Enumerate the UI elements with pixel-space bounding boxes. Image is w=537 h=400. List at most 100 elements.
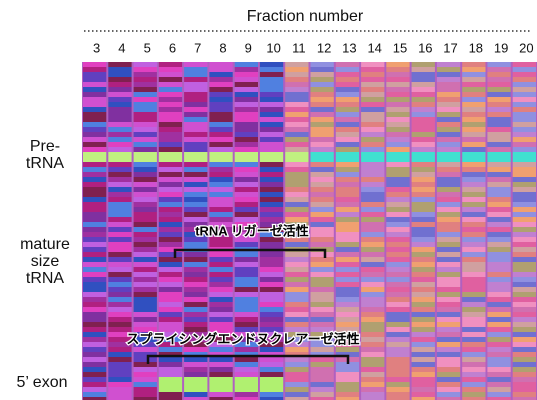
gel-stripe bbox=[285, 152, 308, 157]
gel-stripe bbox=[487, 242, 510, 247]
gel-stripe bbox=[386, 357, 409, 362]
gel-stripe bbox=[209, 252, 232, 257]
gel-stripe bbox=[159, 107, 182, 112]
gel-stripe bbox=[386, 257, 409, 262]
gel-stripe bbox=[260, 177, 283, 182]
gel-stripe bbox=[184, 362, 207, 367]
gel-stripe bbox=[108, 192, 131, 197]
gel-stripe bbox=[260, 287, 283, 292]
gel-stripe bbox=[386, 297, 409, 302]
gel-stripe bbox=[83, 77, 106, 82]
gel-stripe bbox=[412, 167, 435, 172]
gel-stripe bbox=[487, 232, 510, 237]
gel-stripe bbox=[260, 67, 283, 72]
gel-stripe bbox=[386, 247, 409, 252]
gel-stripe bbox=[159, 167, 182, 172]
gel-stripe bbox=[285, 117, 308, 122]
gel-stripe bbox=[336, 252, 359, 257]
gel-stripe bbox=[412, 317, 435, 322]
gel-stripe bbox=[159, 307, 182, 312]
gel-stripe bbox=[235, 217, 258, 222]
gel-stripe bbox=[134, 252, 157, 257]
gel-stripe bbox=[361, 192, 384, 197]
gel-stripe bbox=[235, 157, 258, 162]
gel-stripe bbox=[412, 237, 435, 242]
gel-stripe bbox=[513, 157, 536, 162]
gel-stripe bbox=[83, 272, 106, 277]
gel-stripe bbox=[134, 102, 157, 107]
gel-stripe bbox=[462, 247, 485, 252]
gel-stripe bbox=[487, 367, 510, 372]
gel-stripe bbox=[108, 247, 131, 252]
gel-stripe bbox=[487, 227, 510, 232]
gel-stripe bbox=[311, 267, 334, 272]
gel-stripe bbox=[285, 122, 308, 127]
gel-stripe bbox=[83, 317, 106, 322]
gel-stripe bbox=[361, 232, 384, 237]
gel-stripe bbox=[159, 97, 182, 102]
gel-stripe bbox=[386, 387, 409, 392]
gel-stripe bbox=[462, 272, 485, 277]
gel-stripe bbox=[412, 262, 435, 267]
gel-stripe bbox=[513, 162, 536, 167]
gel-stripe bbox=[209, 362, 232, 367]
gel-stripe bbox=[412, 367, 435, 372]
gel-stripe bbox=[412, 192, 435, 197]
gel-stripe bbox=[386, 332, 409, 337]
gel-stripe bbox=[260, 257, 283, 262]
gel-stripe bbox=[83, 202, 106, 207]
gel-stripe bbox=[487, 157, 510, 162]
gel-stripe bbox=[412, 162, 435, 167]
gel-stripe bbox=[235, 117, 258, 122]
lane-number: 10 bbox=[266, 40, 280, 55]
gel-stripe bbox=[83, 367, 106, 372]
gel-stripe bbox=[386, 282, 409, 287]
gel-stripe bbox=[336, 372, 359, 377]
axis-title: Fraction number bbox=[247, 8, 364, 25]
gel-stripe bbox=[108, 377, 131, 382]
gel-stripe bbox=[386, 232, 409, 237]
gel-stripe bbox=[285, 242, 308, 247]
gel-stripe bbox=[159, 217, 182, 222]
gel-stripe bbox=[513, 112, 536, 117]
gel-stripe bbox=[285, 272, 308, 277]
gel-stripe bbox=[159, 387, 182, 392]
gel-stripe bbox=[386, 302, 409, 307]
gel-stripe bbox=[412, 227, 435, 232]
gel-stripe bbox=[513, 237, 536, 242]
gel-stripe bbox=[260, 322, 283, 327]
gel-stripe bbox=[311, 182, 334, 187]
gel-stripe bbox=[260, 77, 283, 82]
gel-stripe bbox=[311, 137, 334, 142]
gel-stripe bbox=[260, 272, 283, 277]
gel-stripe bbox=[386, 337, 409, 342]
gel-stripe bbox=[209, 62, 232, 67]
gel-stripe bbox=[437, 97, 460, 102]
gel-stripe bbox=[311, 162, 334, 167]
gel-stripe bbox=[311, 237, 334, 242]
gel-stripe bbox=[83, 277, 106, 282]
gel-stripe bbox=[311, 212, 334, 217]
gel-stripe bbox=[83, 62, 106, 67]
gel-stripe bbox=[235, 297, 258, 302]
gel-stripe bbox=[83, 312, 106, 317]
gel-stripe bbox=[285, 252, 308, 257]
gel-stripe bbox=[159, 317, 182, 322]
gel-stripe bbox=[487, 222, 510, 227]
gel-stripe bbox=[83, 292, 106, 297]
gel-stripe bbox=[260, 187, 283, 192]
gel-stripe bbox=[437, 297, 460, 302]
gel-stripe bbox=[159, 297, 182, 302]
gel-stripe bbox=[513, 242, 536, 247]
gel-stripe bbox=[235, 362, 258, 367]
gel-stripe bbox=[386, 67, 409, 72]
gel-stripe bbox=[184, 392, 207, 397]
gel-stripe bbox=[487, 217, 510, 222]
gel-stripe bbox=[412, 352, 435, 357]
gel-stripe bbox=[513, 222, 536, 227]
gel-stripe bbox=[285, 187, 308, 192]
gel-stripe bbox=[159, 132, 182, 137]
gel-stripe bbox=[437, 67, 460, 72]
gel-stripe bbox=[311, 92, 334, 97]
gel-stripe bbox=[184, 67, 207, 72]
